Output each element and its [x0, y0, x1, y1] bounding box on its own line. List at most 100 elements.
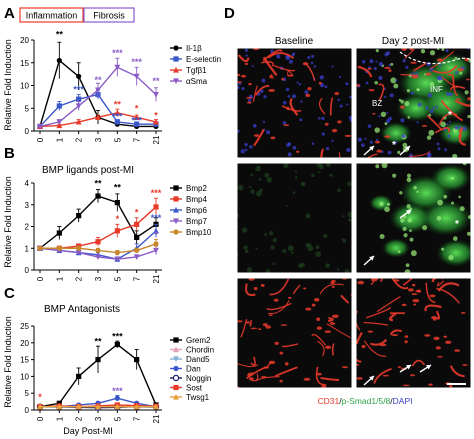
psmad-nucleus	[397, 150, 401, 154]
cd31-segment	[253, 48, 260, 51]
cd31-vessel	[449, 365, 465, 378]
chart-a-significance: *	[154, 110, 158, 120]
chart-b-legend-item: Bmp2	[170, 184, 207, 193]
background-speckle	[258, 166, 261, 169]
column-label-day2: Day 2 post-MI	[382, 36, 444, 47]
background-speckle	[298, 263, 304, 269]
cd31-segment	[331, 314, 339, 318]
chart-c-point	[134, 357, 140, 363]
cd31-vessel	[340, 295, 350, 304]
chart-b-significance: *	[116, 214, 120, 224]
cd31-vessel	[274, 366, 298, 378]
cd31-segment	[250, 327, 258, 330]
psmad-nucleus	[406, 204, 411, 209]
dapi-nucleus	[285, 87, 290, 92]
psmad-nucleus	[379, 234, 385, 239]
dapi-nucleus	[369, 59, 374, 64]
chart-c-xtick-label: 0	[36, 416, 45, 421]
cd31-segment	[460, 311, 466, 314]
dapi-nucleus	[401, 134, 406, 139]
chart-c-legend-item: Dan	[170, 365, 201, 374]
dapi-nucleus	[435, 105, 439, 109]
chart-b-legend-item: Bmp7	[170, 217, 207, 226]
chart-a-legend-item: E-selectin	[170, 55, 221, 64]
cd31-vessel	[426, 114, 443, 131]
chart-b-ytick-label: 0	[25, 266, 30, 275]
chart-b-point	[37, 245, 43, 251]
cd31-segment	[279, 351, 284, 355]
dapi-nucleus	[395, 79, 398, 82]
chart-c-point	[153, 403, 159, 410]
chart-a-ytick-label: 0	[25, 127, 30, 136]
cd31-segment	[382, 374, 389, 377]
cd31-vessel	[237, 362, 259, 368]
dapi-nucleus	[378, 115, 381, 118]
cd31-vessel	[356, 310, 361, 331]
psmad-nucleus	[375, 164, 380, 169]
chart-a-point	[114, 64, 121, 71]
cd31-segment	[404, 340, 408, 344]
chart-c-point	[114, 395, 120, 401]
cd31-segment	[411, 293, 418, 296]
cd31-vessel	[404, 48, 415, 59]
chart-b-xtick-label: 5	[113, 276, 122, 281]
chart-a-legend-item: Il-1β	[170, 44, 202, 53]
background-speckle	[344, 269, 350, 273]
chart-a-significance: *	[135, 103, 139, 113]
psmad-nucleus	[406, 89, 411, 93]
chart-b-significance: *	[154, 229, 158, 239]
cd31-segment	[372, 112, 376, 115]
cd31-segment	[384, 135, 391, 138]
cd31-segment	[417, 289, 421, 293]
cd31-vessel	[357, 65, 373, 78]
cd31-vessel	[237, 386, 240, 388]
cd31-vessel	[436, 280, 445, 287]
chart-a-xtick-label: 2	[75, 137, 84, 142]
chart-c-xtick-label: 7	[133, 416, 142, 421]
cd31-segment	[303, 377, 311, 381]
chart-a-ytick-label: 5	[25, 104, 30, 113]
panel-c-ylabel: Relative Fold Induction	[3, 316, 13, 408]
chart-c-ytick-label: 10	[20, 372, 29, 381]
label-inf: INF	[430, 85, 443, 94]
dapi-nucleus	[448, 92, 453, 97]
chart-c-significance: **	[94, 336, 102, 346]
psmad-nucleus	[410, 250, 417, 257]
chart-a-significance: ***	[131, 57, 142, 67]
dapi-nucleus	[337, 98, 340, 102]
cd31-vessel	[252, 85, 259, 102]
psmad-nucleus	[458, 195, 461, 199]
chart-a-series-3	[37, 57, 159, 130]
cd31-vessel	[378, 83, 385, 102]
cd31-vessel	[370, 338, 388, 346]
chart-a-point	[56, 122, 63, 129]
dapi-nucleus	[447, 134, 451, 138]
psmad-signal	[436, 239, 471, 267]
cd31-segment	[404, 335, 409, 338]
cd31-segment	[331, 128, 338, 133]
dapi-nucleus	[313, 65, 317, 68]
dapi-nucleus	[349, 119, 352, 122]
dapi-nucleus	[402, 58, 406, 63]
dapi-nucleus	[416, 121, 419, 124]
dapi-nucleus	[251, 65, 254, 68]
cd31-segment	[413, 303, 417, 306]
background-speckle	[265, 269, 271, 273]
chart-a-point	[114, 119, 120, 125]
background-speckle	[305, 242, 311, 248]
cd31-segment	[324, 122, 329, 126]
background-speckle	[292, 191, 296, 195]
chart-a-legend-marker	[173, 56, 179, 62]
chart-b-point	[153, 247, 159, 254]
dapi-nucleus	[276, 54, 281, 59]
cd31-segment	[237, 81, 242, 83]
psmad-nucleus	[399, 191, 403, 195]
panel-c-xlabel: Day Post-MI	[63, 426, 113, 436]
chart-b-xtick-label: 2	[75, 276, 84, 281]
dapi-nucleus	[417, 102, 422, 107]
chart-b-legend-marker	[173, 196, 179, 202]
chart-b-series-0	[37, 189, 159, 251]
psmad-nucleus	[462, 163, 467, 166]
psmad-nucleus	[407, 115, 411, 119]
